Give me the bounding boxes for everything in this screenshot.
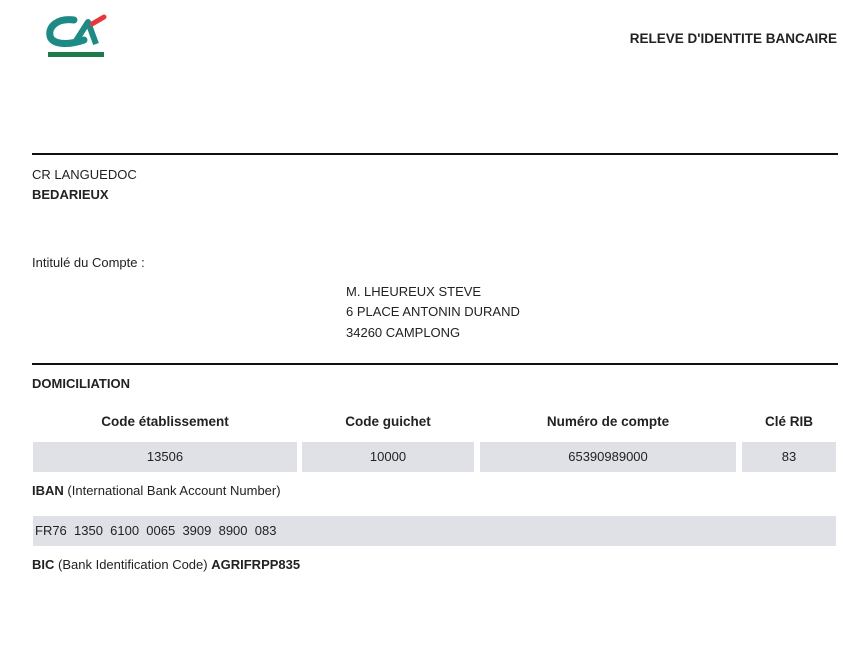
account-holder-label: Intitulé du Compte : <box>32 255 145 270</box>
bic-label: BIC <box>32 557 55 572</box>
divider <box>32 363 838 365</box>
account-holder-address-2: 34260 CAMPLONG <box>346 325 461 340</box>
column-header-numero-compte: Numéro de compte <box>546 414 670 429</box>
value-code-etablissement: 13506 <box>33 442 297 472</box>
bank-logo <box>44 14 110 60</box>
bic-description: (Bank Identification Code) <box>58 557 208 572</box>
bank-region: CR LANGUEDOC <box>32 167 137 182</box>
divider <box>32 153 838 155</box>
iban-value: FR76 1350 6100 0065 3909 8900 083 <box>33 516 836 546</box>
iban-label-line: IBAN (International Bank Account Number) <box>32 483 281 498</box>
column-header-code-etablissement: Code établissement <box>101 414 229 429</box>
value-code-guichet: 10000 <box>302 442 474 472</box>
column-header-cle-rib: Clé RIB <box>764 414 813 429</box>
bic-line: BIC (Bank Identification Code) AGRIFRPP8… <box>32 557 300 572</box>
iban-label: IBAN <box>32 483 64 498</box>
document-title: RELEVE D'IDENTITE BANCAIRE <box>629 31 837 46</box>
domiciliation-title: DOMICILIATION <box>32 376 130 391</box>
bank-branch: BEDARIEUX <box>32 187 109 202</box>
account-holder-name: M. LHEUREUX STEVE <box>346 284 482 299</box>
column-header-code-guichet: Code guichet <box>345 414 431 429</box>
value-cle-rib: 83 <box>742 442 836 472</box>
value-numero-compte: 65390989000 <box>480 442 736 472</box>
iban-description: (International Bank Account Number) <box>67 483 281 498</box>
account-holder-address-1: 6 PLACE ANTONIN DURAND <box>346 304 520 319</box>
bic-value: AGRIFRPP835 <box>211 557 301 572</box>
